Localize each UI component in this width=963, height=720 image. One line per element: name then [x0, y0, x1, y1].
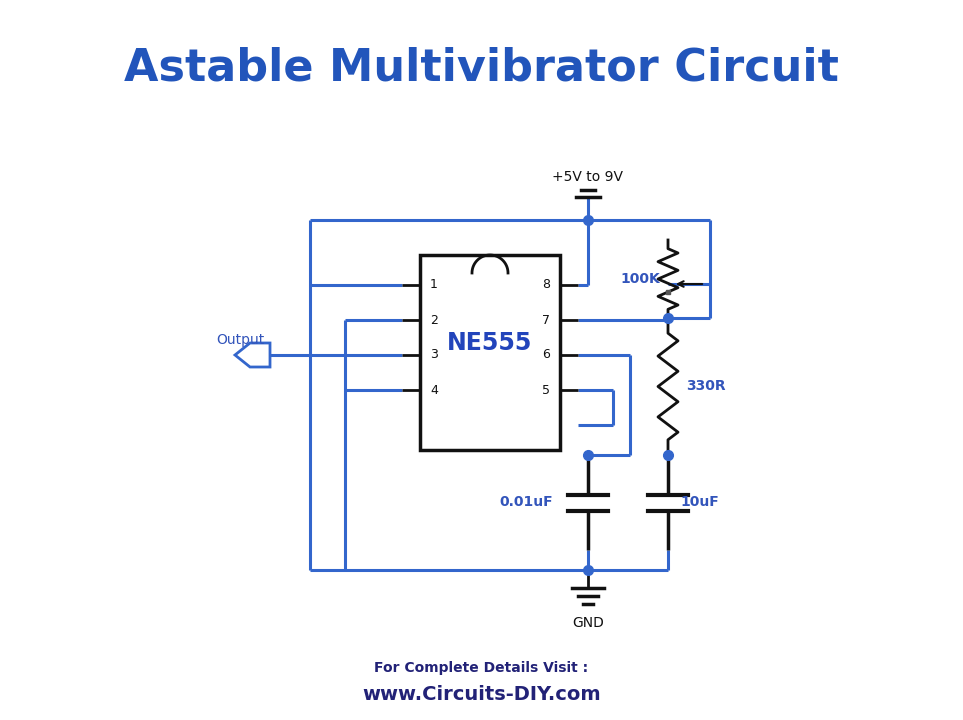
Text: www.Circuits-DIY.com: www.Circuits-DIY.com	[362, 685, 601, 704]
Bar	[420, 255, 560, 450]
Text: +5V to 9V: +5V to 9V	[553, 170, 623, 184]
Text: 8: 8	[542, 279, 550, 292]
Text: 0.01uF: 0.01uF	[500, 495, 553, 509]
Text: NE555: NE555	[447, 330, 533, 354]
Text: 5: 5	[542, 384, 550, 397]
Text: 100K: 100K	[620, 272, 660, 286]
Text: 4: 4	[430, 384, 438, 397]
Text: 6: 6	[542, 348, 550, 361]
Text: Output: Output	[216, 333, 264, 347]
Text: GND: GND	[572, 616, 604, 630]
Text: Astable Multivibrator Circuit: Astable Multivibrator Circuit	[124, 47, 839, 89]
Text: 10uF: 10uF	[680, 495, 718, 509]
Text: 7: 7	[542, 313, 550, 326]
Text: 3: 3	[430, 348, 438, 361]
Text: For Complete Details Visit :: For Complete Details Visit :	[375, 661, 588, 675]
Text: 2: 2	[430, 313, 438, 326]
Text: 1: 1	[430, 279, 438, 292]
Text: 330R: 330R	[686, 379, 726, 393]
